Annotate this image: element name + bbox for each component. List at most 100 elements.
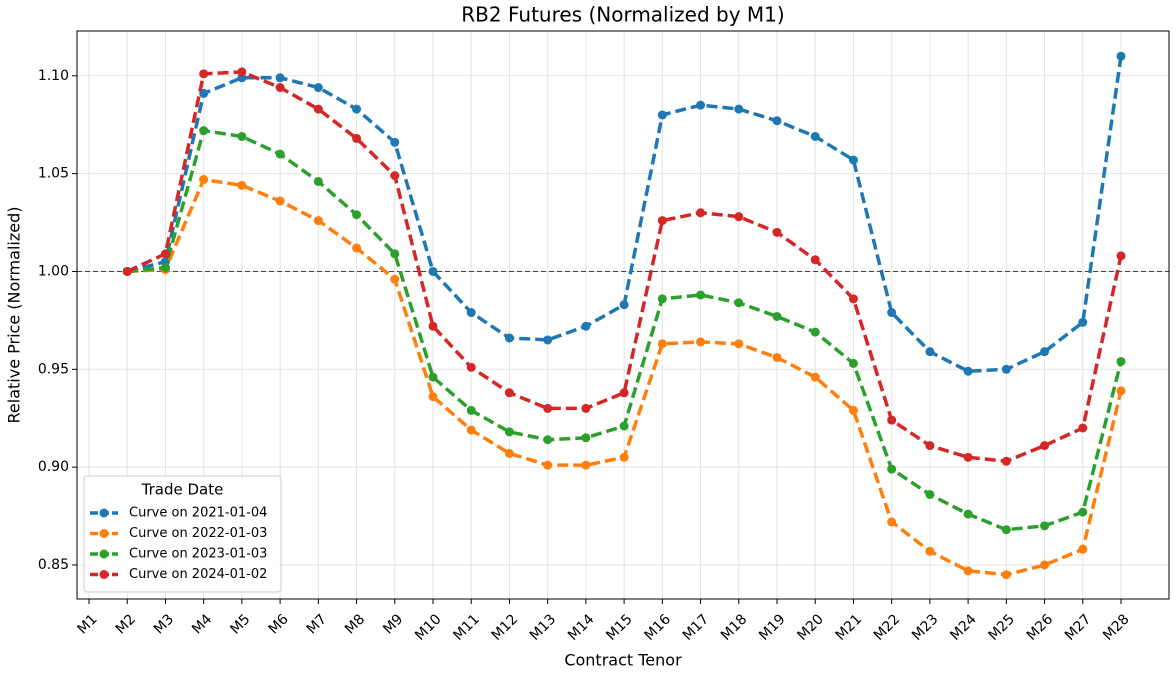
x-tick-label: M28 <box>1100 611 1132 643</box>
point <box>352 210 362 220</box>
point <box>925 347 935 357</box>
point <box>1001 570 1011 580</box>
point <box>466 405 476 415</box>
x-tick-label: M23 <box>909 611 941 643</box>
legend-title: Trade Date <box>141 481 224 499</box>
point <box>428 321 438 331</box>
y-tick-label: 0.95 <box>38 361 69 377</box>
point <box>887 464 897 474</box>
x-tick-label: M13 <box>527 611 559 643</box>
legend-label: Curve on 2022-01-03 <box>129 526 267 541</box>
point <box>810 327 820 337</box>
point <box>390 249 400 259</box>
point <box>199 69 209 79</box>
x-tick-label: M18 <box>718 611 750 643</box>
legend-marker <box>99 549 109 559</box>
point <box>352 243 362 253</box>
plot-frame <box>76 30 1170 600</box>
legend-label: Curve on 2021-01-04 <box>129 506 267 521</box>
point <box>963 366 973 376</box>
y-axis-label: Relative Price (Normalized) <box>5 207 24 424</box>
point <box>313 216 323 226</box>
x-tick-label: M16 <box>642 611 675 644</box>
point <box>160 249 170 259</box>
point <box>390 274 400 284</box>
point <box>1078 507 1088 517</box>
point <box>887 415 897 425</box>
point <box>734 104 744 114</box>
point <box>352 104 362 114</box>
point <box>848 405 858 415</box>
point <box>657 339 667 349</box>
point <box>390 137 400 147</box>
point <box>657 294 667 304</box>
point <box>657 216 667 226</box>
point <box>160 263 170 273</box>
point <box>925 441 935 451</box>
point <box>543 435 553 445</box>
point <box>887 308 897 318</box>
point <box>925 490 935 500</box>
point <box>543 335 553 345</box>
point <box>275 73 285 83</box>
x-tick-label: M5 <box>227 611 253 637</box>
x-tick-label: M10 <box>412 611 444 643</box>
point <box>313 83 323 93</box>
point <box>734 212 744 222</box>
point <box>619 452 629 462</box>
point <box>428 372 438 382</box>
x-tick-label: M8 <box>342 611 368 637</box>
x-tick-label: M26 <box>1024 611 1057 644</box>
point <box>581 403 591 413</box>
point <box>275 83 285 93</box>
x-tick-label: M27 <box>1062 611 1094 643</box>
point <box>313 176 323 186</box>
y-tick-label: 1.00 <box>38 263 69 279</box>
point <box>963 566 973 576</box>
x-tick-label: M24 <box>947 611 980 644</box>
point <box>237 180 247 190</box>
x-tick-label: M14 <box>565 611 598 644</box>
point <box>1040 521 1050 531</box>
x-tick-label: M7 <box>304 611 330 637</box>
point <box>504 427 514 437</box>
point <box>504 388 514 398</box>
legend-marker <box>99 508 109 518</box>
x-tick-label: M4 <box>189 611 215 637</box>
point <box>696 100 706 110</box>
point <box>925 546 935 556</box>
x-tick-label: M11 <box>450 611 482 643</box>
point <box>963 509 973 519</box>
point <box>848 358 858 368</box>
point <box>122 266 132 276</box>
point <box>1078 544 1088 554</box>
point <box>696 290 706 300</box>
point <box>619 300 629 310</box>
point <box>1116 251 1126 261</box>
point <box>619 388 629 398</box>
legend-box <box>83 475 282 593</box>
x-tick-label: M3 <box>151 611 177 637</box>
y-tick-label: 1.05 <box>38 166 69 182</box>
x-tick-label: M12 <box>489 611 521 643</box>
point <box>1116 386 1126 396</box>
point <box>1116 356 1126 366</box>
x-axis-label: Contract Tenor <box>564 651 682 670</box>
point <box>466 308 476 318</box>
x-tick-label: M25 <box>986 611 1018 643</box>
point <box>313 104 323 114</box>
point <box>772 311 782 321</box>
point <box>581 321 591 331</box>
point <box>543 460 553 470</box>
x-tick-label: M9 <box>380 611 406 637</box>
point <box>1001 364 1011 374</box>
point <box>734 339 744 349</box>
point <box>199 175 209 185</box>
point <box>734 298 744 308</box>
x-tick-label: M6 <box>266 611 292 637</box>
y-tick-label: 0.85 <box>38 557 69 573</box>
point <box>275 149 285 159</box>
point <box>772 353 782 363</box>
x-tick-label: M17 <box>680 611 712 643</box>
